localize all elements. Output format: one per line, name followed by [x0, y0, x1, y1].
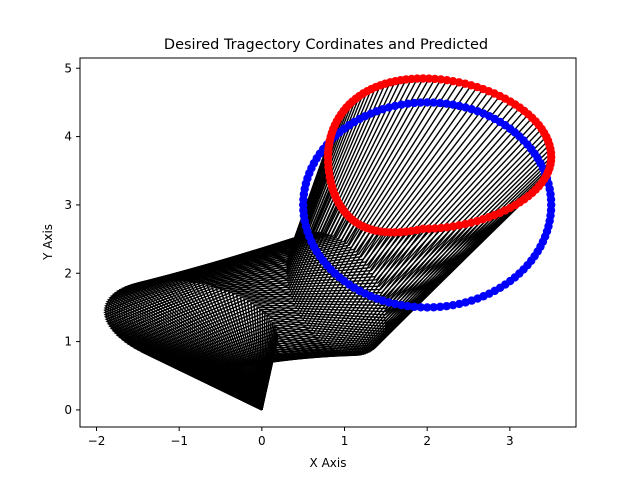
arm-line [178, 86, 478, 411]
plot-area-frame [79, 57, 577, 428]
x-tick-label: 1 [341, 434, 349, 448]
predicted-point [424, 224, 434, 233]
desired-point [397, 300, 406, 310]
desired-point [429, 98, 438, 107]
predicted-point [436, 75, 446, 84]
desired-point [448, 300, 458, 310]
desired-point [442, 301, 451, 311]
desired-point [442, 99, 451, 108]
predicted-trajectory-series [323, 74, 556, 237]
x-tick-label: 3 [506, 434, 514, 448]
desired-trajectory-series [299, 98, 556, 312]
desired-point [429, 303, 438, 312]
desired-point [435, 98, 445, 108]
x-tick-label: 2 [423, 434, 431, 448]
desired-point [455, 101, 464, 111]
desired-point [403, 99, 413, 108]
predicted-point [430, 74, 440, 84]
y-tick-label: 5 [64, 61, 72, 75]
x-axis-label: X Axis [310, 456, 347, 470]
desired-point [423, 98, 432, 107]
y-tick-label: 4 [64, 130, 72, 144]
predicted-point [418, 224, 428, 234]
x-tick-label: −2 [88, 434, 106, 448]
arm-line [261, 167, 550, 410]
desired-point [410, 302, 419, 312]
y-axis-label: Y Axis [41, 224, 55, 261]
desired-point [410, 98, 419, 108]
desired-point [416, 303, 425, 312]
desired-point [397, 100, 406, 109]
desired-point [390, 299, 400, 309]
arm-line [261, 175, 547, 410]
x-tick-label: 0 [258, 434, 266, 448]
arm-line [261, 164, 551, 410]
x-tick-label: −1 [170, 434, 188, 448]
desired-point [546, 206, 556, 215]
y-tick-label: 2 [64, 266, 72, 280]
y-tick-label: 3 [64, 198, 72, 212]
desired-point [423, 303, 432, 312]
predicted-point [436, 223, 446, 233]
predicted-point [430, 224, 440, 233]
chart-title: Desired Tragectory Cordinates and Predic… [164, 37, 488, 53]
x-axis-ticks: −2 −1 0 1 2 3 [88, 427, 514, 448]
desired-point [403, 301, 413, 311]
y-tick-label: 1 [64, 335, 72, 349]
desired-point [448, 100, 458, 109]
predicted-point [424, 74, 434, 83]
arm-line [261, 182, 543, 411]
arm-line [227, 117, 533, 411]
y-tick-label: 0 [64, 403, 72, 417]
y-axis-ticks: 0 1 2 3 4 5 [64, 61, 80, 417]
desired-point [416, 98, 425, 107]
predicted-point [546, 156, 556, 166]
arm-line [261, 178, 545, 410]
desired-point [435, 302, 445, 312]
arm-lines-group [103, 78, 552, 411]
arm-line [246, 136, 547, 410]
arm-line [261, 160, 552, 410]
arm-line [261, 171, 549, 410]
